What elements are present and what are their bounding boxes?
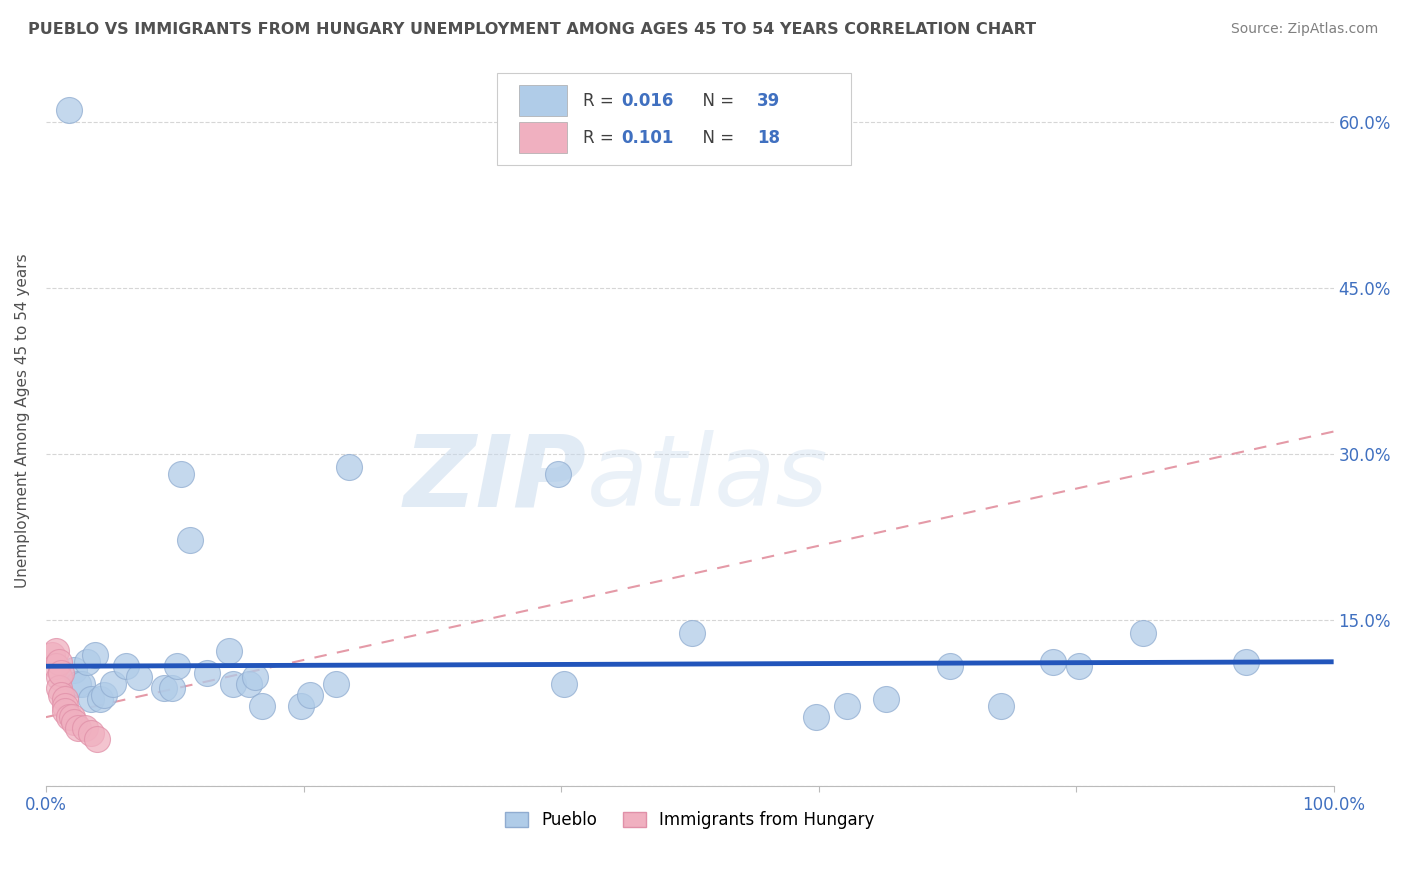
Bar	[519, 122, 568, 153]
Point	[243, 670, 266, 684]
Point	[53, 699, 76, 714]
Point	[93, 688, 115, 702]
Point	[89, 692, 111, 706]
Text: Source: ZipAtlas.com: Source: ZipAtlas.com	[1230, 22, 1378, 37]
Point	[298, 688, 321, 702]
Point	[63, 663, 86, 677]
Text: R =: R =	[583, 128, 619, 146]
Point	[73, 721, 96, 735]
Text: ZIP: ZIP	[404, 431, 586, 527]
Text: 39: 39	[756, 92, 780, 110]
Point	[101, 677, 124, 691]
Text: atlas: atlas	[586, 431, 828, 527]
Point	[67, 677, 90, 691]
Point	[45, 644, 67, 658]
Point	[325, 677, 347, 691]
Point	[218, 644, 240, 658]
Point	[51, 665, 73, 680]
Text: 0.016: 0.016	[621, 92, 673, 110]
Point	[63, 714, 86, 729]
Text: PUEBLO VS IMMIGRANTS FROM HUNGARY UNEMPLOYMENT AMONG AGES 45 TO 54 YEARS CORRELA: PUEBLO VS IMMIGRANTS FROM HUNGARY UNEMPL…	[28, 22, 1036, 37]
Point	[48, 655, 70, 669]
Point	[238, 677, 260, 691]
Point	[128, 670, 150, 684]
Point	[48, 681, 70, 696]
Point	[337, 459, 360, 474]
Point	[76, 655, 98, 669]
Text: N =: N =	[692, 128, 740, 146]
Bar	[519, 86, 568, 116]
Point	[67, 721, 90, 735]
Point	[58, 710, 80, 724]
Point	[1132, 626, 1154, 640]
Point	[170, 467, 193, 481]
Point	[53, 704, 76, 718]
Point	[1067, 659, 1090, 673]
Point	[160, 681, 183, 696]
Point	[166, 659, 188, 673]
Point	[553, 677, 575, 691]
Point	[939, 659, 962, 673]
Point	[60, 710, 83, 724]
FancyBboxPatch shape	[496, 73, 851, 165]
Point	[51, 688, 73, 702]
Point	[58, 103, 80, 118]
Text: R =: R =	[583, 92, 619, 110]
Point	[990, 699, 1012, 714]
Point	[179, 533, 201, 547]
Point	[45, 659, 67, 673]
Point	[41, 648, 63, 662]
Point	[195, 665, 218, 680]
Point	[221, 677, 243, 691]
Legend: Pueblo, Immigrants from Hungary: Pueblo, Immigrants from Hungary	[498, 805, 882, 836]
Point	[80, 725, 103, 739]
Point	[83, 648, 105, 662]
Point	[53, 692, 76, 706]
Point	[547, 467, 569, 481]
Point	[80, 692, 103, 706]
Text: 0.101: 0.101	[621, 128, 673, 146]
Point	[48, 670, 70, 684]
Point	[290, 699, 312, 714]
Point	[252, 699, 274, 714]
Point	[681, 626, 703, 640]
Point	[114, 659, 136, 673]
Point	[875, 692, 897, 706]
Point	[86, 732, 108, 747]
Point	[153, 681, 176, 696]
Point	[70, 677, 93, 691]
Text: N =: N =	[692, 92, 740, 110]
Point	[1042, 655, 1064, 669]
Y-axis label: Unemployment Among Ages 45 to 54 years: Unemployment Among Ages 45 to 54 years	[15, 253, 30, 588]
Point	[835, 699, 858, 714]
Point	[1234, 655, 1257, 669]
Point	[804, 710, 827, 724]
Text: 18: 18	[756, 128, 780, 146]
